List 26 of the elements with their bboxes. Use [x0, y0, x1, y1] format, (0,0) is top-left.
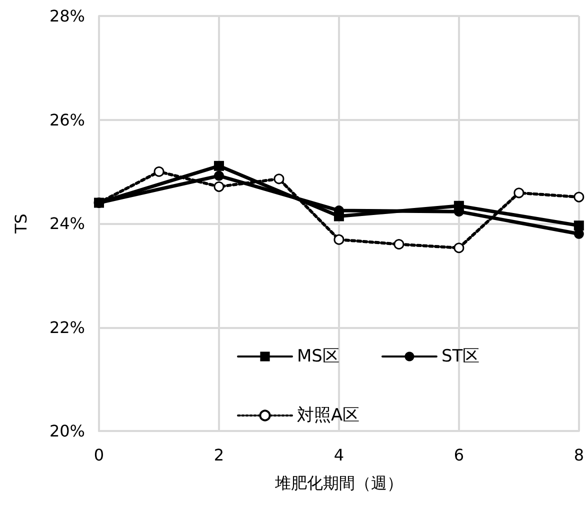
y-tick-label: 26%: [49, 110, 85, 130]
point: [394, 239, 404, 250]
point: [274, 174, 284, 184]
x-tick-label: 4: [334, 446, 344, 464]
point: [334, 234, 344, 245]
y-tick-label: 28%: [49, 6, 85, 26]
legend-label: MS区: [297, 346, 340, 366]
point: [214, 181, 224, 192]
point: [214, 160, 224, 171]
y-tick-label: 24%: [49, 214, 85, 233]
x-axis-title: 堆肥化期間（週）: [274, 474, 403, 492]
y-tick-label: 20%: [49, 422, 85, 440]
point: [574, 220, 584, 231]
point: [154, 166, 164, 177]
point: [514, 188, 524, 198]
legend-label: ST区: [441, 346, 480, 366]
x-tick-label: 2: [214, 446, 224, 464]
x-tick-label: 6: [454, 446, 464, 464]
x-tick-label: 8: [574, 446, 584, 464]
x-tick-label: 0: [94, 446, 104, 464]
y-tick-label: 22%: [49, 318, 85, 337]
point: [454, 242, 464, 254]
y-axis-title: TS: [12, 214, 30, 234]
legend-label: 対照A区: [297, 406, 360, 426]
point: [574, 192, 584, 202]
point: [214, 170, 224, 181]
